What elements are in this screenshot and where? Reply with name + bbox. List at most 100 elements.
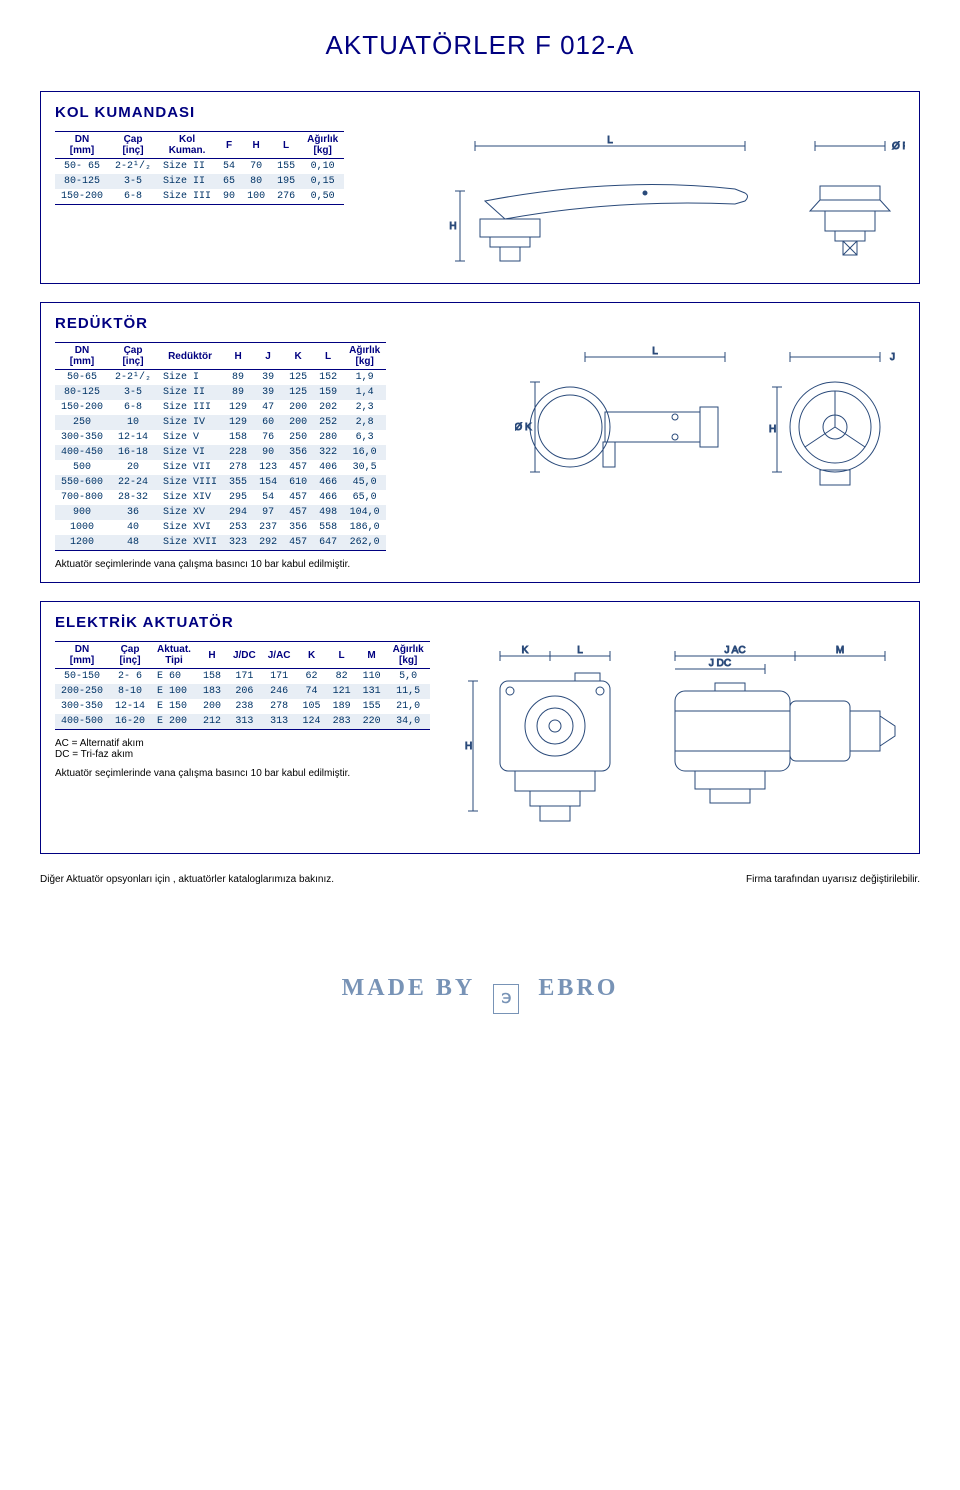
- table-cell: 45,0: [343, 475, 386, 490]
- table-cell: 457: [283, 535, 313, 551]
- table-cell: 252: [313, 415, 343, 430]
- table-cell: 20: [109, 460, 157, 475]
- svg-text:J DC: J DC: [709, 658, 731, 669]
- table-header: H: [197, 642, 227, 669]
- table-cell: 6-8: [109, 400, 157, 415]
- table-cell: 200: [197, 699, 227, 714]
- table-cell: 30,5: [343, 460, 386, 475]
- table-cell: 80-125: [55, 174, 109, 189]
- svg-text:Ø K: Ø K: [515, 422, 532, 433]
- table-row: 50-652-2¹/₂Size I89391251521,9: [55, 370, 386, 386]
- table-cell: 466: [313, 475, 343, 490]
- table-cell: 700-800: [55, 490, 109, 505]
- table-cell: 0,50: [301, 189, 344, 205]
- table-cell: 220: [357, 714, 387, 730]
- table-cell: 498: [313, 505, 343, 520]
- table-cell: Size II: [157, 159, 217, 175]
- table-cell: 2- 6: [109, 669, 151, 685]
- table-cell: 2,3: [343, 400, 386, 415]
- svg-text:J AC: J AC: [724, 645, 745, 656]
- table-header: K: [283, 343, 313, 370]
- table-cell: 74: [297, 684, 327, 699]
- table-header: J/DC: [227, 642, 262, 669]
- table-header: DN[mm]: [55, 132, 109, 159]
- table-cell: 82: [327, 669, 357, 685]
- table-cell: 129: [223, 400, 253, 415]
- table-cell: 253: [223, 520, 253, 535]
- table-cell: 171: [262, 669, 297, 685]
- kol-title: KOL KUMANDASI: [55, 104, 905, 121]
- table-cell: 457: [283, 505, 313, 520]
- table-cell: 500: [55, 460, 109, 475]
- table-cell: 80: [241, 174, 271, 189]
- table-row: 400-45016-18Size VI2289035632216,0: [55, 445, 386, 460]
- table-cell: 50-65: [55, 370, 109, 386]
- table-cell: 54: [253, 490, 283, 505]
- table-cell: 322: [313, 445, 343, 460]
- table-header: DN[mm]: [55, 642, 109, 669]
- logo-left: MADE BY: [342, 975, 475, 1001]
- table-row: 200-2508-10E 1001832062467412113111,5: [55, 684, 430, 699]
- kol-table: DN[mm]Çap[inç]KolKuman.FHLAğırlık[kg] 50…: [55, 131, 344, 205]
- table-cell: 76: [253, 430, 283, 445]
- table-cell: 34,0: [387, 714, 430, 730]
- table-cell: 10: [109, 415, 157, 430]
- table-cell: 356: [283, 520, 313, 535]
- table-cell: 313: [262, 714, 297, 730]
- table-cell: 22-24: [109, 475, 157, 490]
- table-cell: 278: [223, 460, 253, 475]
- table-cell: 89: [223, 385, 253, 400]
- table-cell: 186,0: [343, 520, 386, 535]
- table-row: 80-1253-5Size II65801950,15: [55, 174, 344, 189]
- table-cell: Size III: [157, 400, 223, 415]
- table-cell: 262,0: [343, 535, 386, 551]
- svg-text:L: L: [607, 135, 613, 146]
- table-cell: 200: [283, 400, 313, 415]
- table-row: 25010Size IV129602002522,8: [55, 415, 386, 430]
- table-cell: 12-14: [109, 430, 157, 445]
- table-cell: 70: [241, 159, 271, 175]
- table-cell: 16,0: [343, 445, 386, 460]
- table-cell: 125: [283, 370, 313, 386]
- table-cell: 155: [271, 159, 301, 175]
- table-cell: 2-2¹/₂: [109, 370, 157, 386]
- table-cell: 50-150: [55, 669, 109, 685]
- table-cell: 283: [327, 714, 357, 730]
- table-cell: 125: [283, 385, 313, 400]
- table-cell: 123: [253, 460, 283, 475]
- table-cell: 406: [313, 460, 343, 475]
- footnote-right: Firma tarafından uyarısız değiştirilebil…: [746, 874, 920, 885]
- table-header: M: [357, 642, 387, 669]
- table-cell: 155: [357, 699, 387, 714]
- table-cell: 292: [253, 535, 283, 551]
- table-header: Aktuat.Tipi: [151, 642, 197, 669]
- table-cell: Size II: [157, 385, 223, 400]
- reduktor-table: DN[mm]Çap[inç]RedüktörHJKLAğırlık[kg] 50…: [55, 342, 386, 551]
- footnotes: Diğer Aktuatör opsyonları için , aktuatö…: [40, 874, 920, 885]
- logo: MADE BY ℈ EBRO: [40, 975, 920, 1014]
- elektrik-note: Aktuatör seçimlerinde vana çalışma basın…: [55, 768, 430, 779]
- reduktor-diagram: L Ø K: [406, 342, 905, 512]
- table-row: 150-2006-8Size III901002760,50: [55, 189, 344, 205]
- table-cell: 189: [327, 699, 357, 714]
- table-row: 90036Size XV29497457498104,0: [55, 505, 386, 520]
- table-cell: 202: [313, 400, 343, 415]
- table-cell: 228: [223, 445, 253, 460]
- table-cell: 2,8: [343, 415, 386, 430]
- svg-text:M: M: [836, 645, 844, 656]
- table-cell: 300-350: [55, 430, 109, 445]
- table-header: H: [241, 132, 271, 159]
- table-cell: 21,0: [387, 699, 430, 714]
- footnote-left: Diğer Aktuatör opsyonları için , aktuatö…: [40, 874, 334, 885]
- svg-text:H: H: [465, 741, 472, 752]
- table-row: 400-50016-20E 20021231331312428322034,0: [55, 714, 430, 730]
- table-cell: 48: [109, 535, 157, 551]
- table-cell: 200-250: [55, 684, 109, 699]
- table-header: Çap[inç]: [109, 642, 151, 669]
- table-cell: 152: [313, 370, 343, 386]
- table-cell: Size III: [157, 189, 217, 205]
- logo-right: EBRO: [538, 975, 618, 1001]
- table-cell: Size XVII: [157, 535, 223, 551]
- table-cell: 159: [313, 385, 343, 400]
- table-cell: 313: [227, 714, 262, 730]
